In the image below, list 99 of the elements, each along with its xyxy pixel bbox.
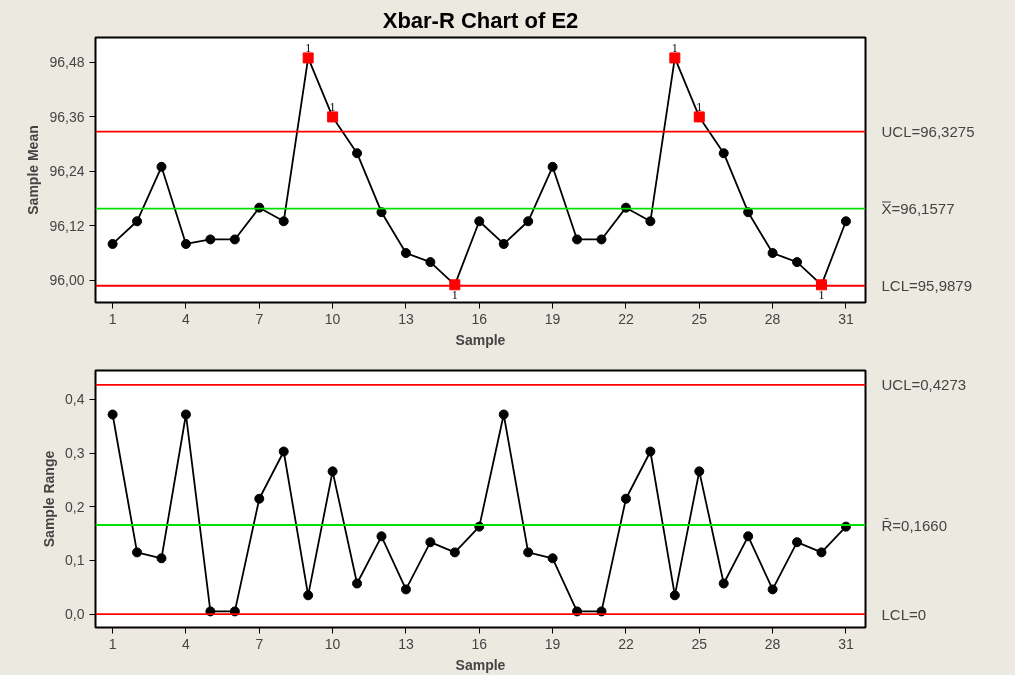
point — [254, 493, 265, 504]
x-tick-label: 13 — [398, 635, 414, 652]
point — [694, 466, 705, 477]
point — [132, 216, 143, 227]
x-tick-label: 28 — [764, 310, 781, 327]
point — [376, 531, 387, 542]
point — [718, 578, 729, 589]
x-tick-label: 22 — [618, 310, 634, 327]
point — [303, 590, 314, 601]
point — [352, 148, 363, 159]
y-tick-label: 0,2 — [65, 498, 85, 515]
annotation: 1 — [818, 287, 825, 302]
point — [523, 216, 534, 227]
x-axis-title: Sample — [455, 656, 506, 673]
x-tick-label: 31 — [838, 310, 854, 327]
annotation: 1 — [329, 99, 336, 114]
point — [132, 547, 143, 558]
point — [620, 493, 631, 504]
y-tick-label: 0,4 — [65, 391, 85, 408]
point — [205, 234, 216, 245]
point — [792, 537, 803, 548]
x-tick-label: 22 — [618, 635, 634, 652]
x-tick-label: 10 — [324, 635, 341, 652]
x-tick-label: 1 — [108, 635, 117, 652]
y-tick-label: 0,1 — [65, 552, 85, 569]
x-tick-label: 25 — [691, 310, 708, 327]
point — [498, 409, 509, 420]
point — [498, 238, 509, 249]
ref-line-label: X̿=96,1577 — [881, 200, 955, 218]
x-tick-label: 19 — [544, 635, 561, 652]
point — [523, 547, 534, 558]
point — [425, 257, 436, 268]
point — [425, 537, 436, 548]
annotation: 1 — [451, 287, 458, 302]
point — [767, 584, 778, 595]
point — [718, 148, 729, 159]
y-tick-label: 96,12 — [49, 217, 85, 234]
point — [596, 234, 607, 245]
point — [278, 216, 289, 227]
x-tick-label: 25 — [691, 635, 708, 652]
annotation: 1 — [671, 40, 678, 55]
x-tick-label: 4 — [182, 635, 191, 652]
point — [547, 161, 558, 172]
point — [547, 553, 558, 564]
ref-line-label: UCL=0,4273 — [881, 376, 967, 394]
x-tick-label: 4 — [182, 310, 191, 327]
x-tick-label: 10 — [324, 310, 341, 327]
annotation: 1 — [696, 99, 703, 114]
x-tick-label: 19 — [544, 310, 561, 327]
x-tick-label: 16 — [471, 635, 488, 652]
point — [840, 216, 851, 227]
point — [156, 553, 167, 564]
point — [352, 578, 363, 589]
point — [400, 248, 411, 259]
point — [693, 111, 705, 123]
point — [743, 531, 754, 542]
x-tick-label: 16 — [471, 310, 488, 327]
y-tick-label: 96,24 — [49, 163, 85, 180]
point — [107, 409, 118, 420]
point — [792, 257, 803, 268]
point — [474, 216, 485, 227]
y-tick-label: 96,48 — [49, 54, 85, 71]
point — [400, 584, 411, 595]
y-tick-label: 96,00 — [49, 272, 85, 289]
x-tick-label: 13 — [398, 310, 414, 327]
y-axis-title: Sample Range — [41, 450, 58, 548]
x-tick-label: 28 — [764, 635, 781, 652]
point — [669, 590, 680, 601]
point — [645, 446, 656, 457]
point — [107, 238, 118, 249]
chart-title: Xbar-R Chart of E2 — [382, 7, 579, 33]
point — [572, 234, 583, 245]
point — [327, 466, 338, 477]
y-tick-label: 96,36 — [49, 108, 85, 125]
x-tick-label: 7 — [255, 310, 264, 327]
point — [327, 111, 339, 123]
x-tick-label: 1 — [108, 310, 117, 327]
ref-line-label: UCL=96,3275 — [881, 123, 975, 141]
ref-line-label: LCL=95,9879 — [881, 277, 972, 295]
point — [449, 547, 460, 558]
point — [278, 446, 289, 457]
point — [229, 234, 240, 245]
x-tick-label: 31 — [838, 635, 854, 652]
point — [669, 52, 681, 64]
x-axis-title: Sample — [455, 331, 506, 348]
point — [767, 248, 778, 259]
y-axis-title: Sample Mean — [25, 125, 42, 215]
point — [645, 216, 656, 227]
point — [816, 547, 827, 558]
point — [180, 238, 191, 249]
x-tick-label: 7 — [255, 635, 264, 652]
point — [302, 52, 314, 64]
ref-line-label: LCL=0 — [881, 605, 927, 623]
point — [156, 161, 167, 172]
y-tick-label: 0,3 — [65, 445, 85, 462]
ref-line-label: R̄=0,1660 — [881, 516, 947, 534]
annotation: 1 — [305, 40, 312, 55]
y-tick-label: 0,0 — [65, 606, 85, 623]
point — [180, 409, 191, 420]
